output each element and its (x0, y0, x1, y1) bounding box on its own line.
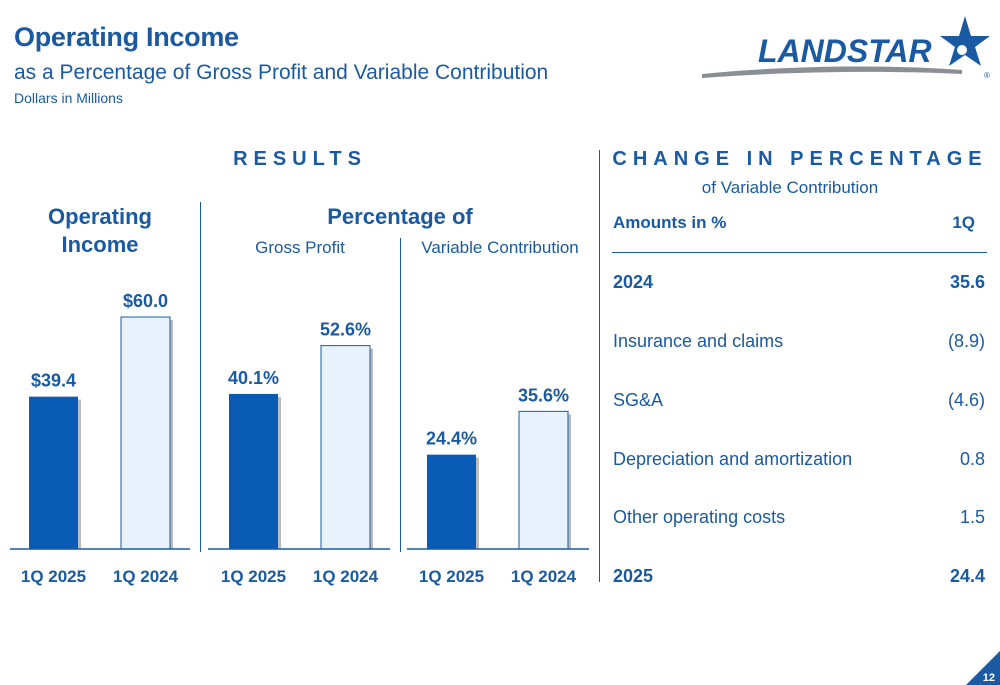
x-tick-label: 1Q 2025 (21, 567, 86, 586)
x-tick-label: 1Q 2025 (419, 567, 484, 586)
table-row: 2025 24.4 (613, 566, 985, 590)
row-label: Other operating costs (613, 507, 786, 527)
row-label: Depreciation and amortization (613, 449, 853, 469)
row-label: 2025 (613, 566, 654, 586)
results-bar-charts: $39.4 1Q 2025 $60.0 1Q 2024 40.1% 1Q 2025 52.6… (10, 291, 589, 586)
gross-profit-label: Gross Profit (255, 238, 345, 257)
row-value: (8.9) (947, 331, 985, 351)
x-tick-label: 1Q 2024 (511, 567, 577, 586)
page-title: Operating Income (14, 22, 239, 52)
data-label: $60.0 (123, 291, 168, 311)
data-label: $39.4 (31, 371, 76, 391)
data-label: 40.1% (228, 368, 279, 388)
table-column-period: 1Q (952, 213, 975, 232)
bar-1q-2024 (120, 316, 171, 550)
row-label: SG&A (613, 390, 664, 410)
chart-divider (400, 238, 401, 552)
x-tick-label: 1Q 2024 (113, 567, 179, 586)
table-row: SG&A (4.6) (613, 390, 985, 414)
row-value: 1.5 (959, 507, 985, 527)
change-heading: CHANGE IN PERCENTAGE (612, 148, 988, 170)
table-row: Depreciation and amortization 0.8 (613, 449, 985, 473)
table-row: Insurance and claims (8.9) (613, 331, 985, 355)
variable-contribution-label: Variable Contribution (421, 238, 579, 257)
page-subtitle: as a Percentage of Gross Profit and Vari… (14, 61, 549, 84)
row-value: 24.4 (949, 566, 985, 586)
bar-1q-2025 (29, 396, 78, 549)
row-label: Insurance and claims (613, 331, 784, 351)
bar-1q-2025 (229, 393, 278, 549)
bar-1q-2025 (427, 454, 476, 549)
x-tick-label: 1Q 2024 (313, 567, 379, 586)
bar-1q-2024 (320, 345, 371, 550)
page-number-badge: 12 (966, 651, 1000, 685)
registered-mark: ® (984, 71, 990, 80)
row-value: (4.6) (947, 390, 985, 410)
units-note: Dollars in Millions (14, 90, 123, 106)
row-value: 0.8 (959, 449, 985, 469)
change-subheading: of Variable Contribution (701, 178, 879, 197)
table-row: 2024 35.6 (613, 272, 985, 296)
chart-divider (200, 202, 201, 552)
logo-wordmark: LANDSTAR (758, 33, 932, 69)
operating-income-title: Operating Income (48, 204, 152, 257)
landstar-logo: LANDSTAR ® (702, 16, 990, 80)
table-column-label: Amounts in % (613, 213, 727, 232)
percentage-of-title: Percentage of (327, 204, 473, 229)
section-divider (599, 150, 600, 582)
page-number: 12 (983, 672, 995, 684)
row-label: 2024 (613, 272, 654, 292)
x-tick-label: 1Q 2025 (221, 567, 286, 586)
row-value: 35.6 (949, 272, 985, 292)
table-row: Other operating costs 1.5 (613, 507, 985, 531)
results-heading: RESULTS (233, 148, 367, 170)
data-label: 52.6% (320, 320, 371, 340)
data-label: 24.4% (426, 429, 477, 449)
bar-1q-2024 (518, 410, 569, 550)
star-icon (940, 16, 990, 66)
data-label: 35.6% (518, 385, 569, 405)
table-header-rule (612, 252, 987, 253)
